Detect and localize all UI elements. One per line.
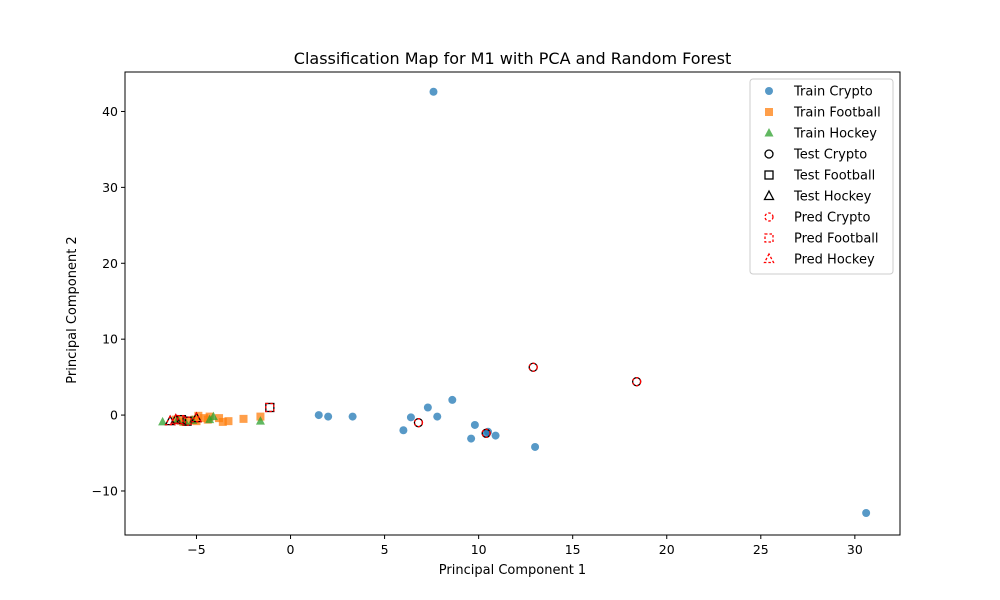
- legend-marker-train-crypto: [765, 87, 773, 95]
- legend-marker-test-hockey: [763, 189, 775, 201]
- legend-item-train-crypto: Train Crypto: [765, 85, 873, 100]
- legend-box: [749, 78, 894, 275]
- data-point-train-hockey: [205, 414, 215, 424]
- data-point-pred-crypto: [632, 377, 642, 387]
- data-point-train-football: [224, 417, 233, 426]
- legend-marker-train-football: [765, 108, 773, 116]
- data-point-train-hockey: [158, 416, 168, 426]
- data-point-pred-football: [265, 402, 275, 413]
- data-point-train-crypto: [467, 434, 476, 443]
- plot-frame: [124, 71, 901, 536]
- x-tick-label: 5: [381, 542, 389, 557]
- x-axis-label: Principal Component 1: [439, 563, 586, 578]
- y-tick-label: 0: [110, 408, 118, 423]
- data-point-train-crypto: [448, 395, 457, 404]
- legend-item-train-hockey: Train Hockey: [764, 127, 877, 142]
- data-point-train-crypto: [348, 412, 357, 421]
- plot-area: [158, 87, 871, 517]
- x-tick-label: 20: [659, 542, 675, 557]
- legend-label: Test Football: [793, 169, 875, 184]
- data-point-train-football: [239, 414, 248, 423]
- legend-marker-pred-hockey: [763, 252, 775, 264]
- legend-marker-test-football: [764, 170, 774, 180]
- data-point-train-crypto: [406, 413, 415, 422]
- legend-label: Train Crypto: [793, 85, 873, 100]
- data-point-test-football: [265, 402, 275, 413]
- legend-item-test-hockey: Test Hockey: [763, 189, 872, 205]
- data-point-pred-hockey: [190, 411, 203, 423]
- data-point-pred-crypto: [481, 428, 491, 438]
- legend-label: Pred Crypto: [794, 211, 871, 226]
- data-point-pred-hockey: [170, 413, 182, 424]
- data-point-train-crypto: [429, 87, 438, 96]
- series-pred-hockey: [164, 411, 203, 426]
- data-point-pred-football: [176, 414, 187, 425]
- x-tick-label: −5: [187, 542, 205, 557]
- data-point-train-crypto: [470, 420, 479, 429]
- y-tick-label: 20: [102, 256, 118, 271]
- x-tick-label: 0: [287, 542, 295, 557]
- legend: Train Crypto Train Football Train Hockey Te…: [749, 78, 894, 275]
- chart-title: Classification Map for M1 with PCA and R…: [294, 49, 731, 68]
- data-point-train-crypto: [491, 431, 500, 440]
- x-tick-label: 25: [753, 542, 769, 557]
- data-point-pred-crypto: [528, 362, 538, 372]
- data-point-train-crypto: [314, 411, 323, 420]
- x-tick-label: 30: [847, 542, 863, 557]
- y-tick-label: −10: [92, 483, 118, 498]
- y-tick-label: 10: [102, 332, 118, 347]
- x-tick-label: 10: [471, 542, 487, 557]
- legend-item-pred-crypto: Pred Crypto: [764, 211, 871, 226]
- x-tick-label: 15: [565, 542, 581, 557]
- legend-marker-pred-football: [764, 233, 774, 243]
- legend-item-pred-hockey: Pred Hockey: [763, 252, 875, 268]
- series-pred-crypto: [413, 362, 642, 438]
- data-point-train-football: [184, 416, 193, 425]
- legend-label: Pred Hockey: [794, 253, 875, 268]
- data-point-train-crypto: [862, 508, 871, 517]
- data-point-train-crypto: [423, 403, 432, 412]
- legend-marker-test-crypto: [764, 149, 774, 159]
- legend-marker-pred-crypto: [764, 212, 774, 222]
- data-point-train-hockey: [255, 416, 265, 425]
- y-axis-label: Principal Component 2: [65, 236, 80, 383]
- series-pred-football: [176, 402, 275, 426]
- x-axis: −5 0 5 10 15 20 25 30: [187, 535, 863, 557]
- data-point-pred-crypto: [413, 418, 424, 428]
- legend-label: Test Crypto: [793, 148, 867, 163]
- legend-item-train-football: Train Football: [765, 106, 881, 121]
- legend-item-pred-football: Pred Football: [764, 232, 879, 247]
- data-point-pred-football: [182, 416, 192, 426]
- legend-item-test-football: Test Football: [764, 169, 875, 184]
- data-point-train-crypto: [531, 442, 540, 451]
- series-train-crypto: [314, 87, 871, 517]
- data-point-train-football: [215, 414, 224, 423]
- y-tick-label: 30: [102, 180, 118, 195]
- legend-label: Test Hockey: [793, 190, 872, 205]
- y-axis: −10 0 10 20 30 40: [92, 104, 125, 498]
- legend-marker-train-hockey: [764, 128, 774, 137]
- data-point-train-crypto: [324, 412, 333, 421]
- legend-label: Train Hockey: [793, 127, 877, 142]
- legend-item-test-crypto: Test Crypto: [764, 148, 867, 163]
- data-point-train-crypto: [482, 430, 491, 439]
- data-point-train-crypto: [433, 412, 442, 421]
- legend-label: Train Football: [793, 106, 881, 121]
- y-tick-label: 40: [102, 104, 118, 119]
- data-point-train-crypto: [399, 426, 408, 435]
- legend-label: Pred Football: [794, 232, 879, 247]
